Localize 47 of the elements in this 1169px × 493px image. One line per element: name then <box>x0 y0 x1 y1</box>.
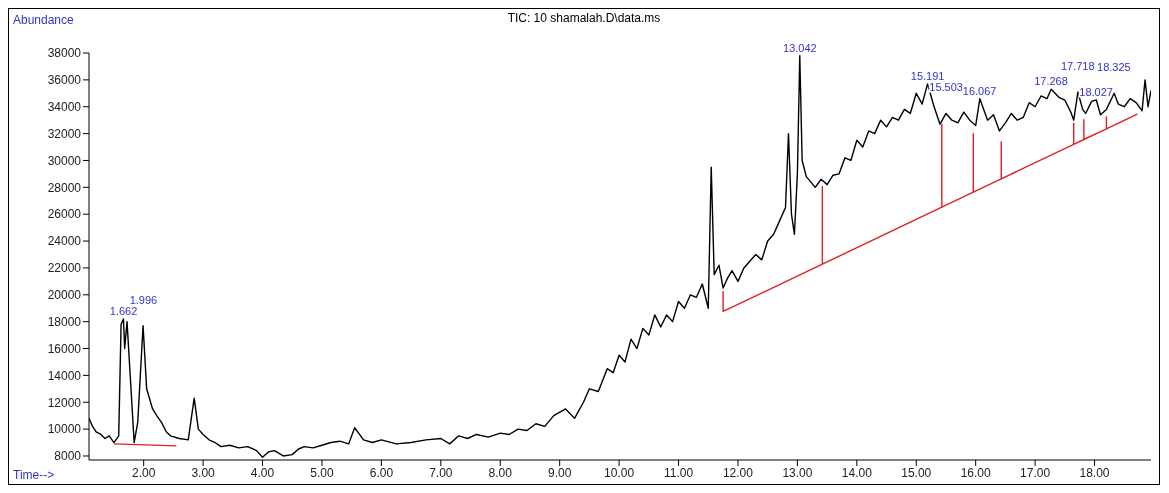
x-tick-label: 12.00 <box>722 465 754 480</box>
x-tick-label: 4.00 <box>250 465 275 480</box>
annotation: 15.191 <box>910 69 945 82</box>
annotation: 16.067 <box>962 84 997 97</box>
annotation: 18.027 <box>1079 86 1113 99</box>
y-tick-label: 18000 <box>47 314 82 329</box>
annotation: 15.503 <box>929 81 963 94</box>
y-tick-label: 20000 <box>47 288 82 303</box>
x-tick-label: 17.00 <box>1020 465 1051 480</box>
annotation: 1.996 <box>129 293 158 306</box>
x-tick-label: 13.00 <box>782 465 813 480</box>
x-tick-label: 8.00 <box>488 465 513 480</box>
chart-title: TIC: 10 shamalah.D\data.ms <box>507 11 661 25</box>
y-tick-label: 26000 <box>47 207 82 222</box>
x-tick-label: 6.00 <box>369 465 394 480</box>
annotation: 17.718 <box>1060 59 1095 72</box>
x-tick-label: 3.00 <box>191 465 216 480</box>
x-tick-label: 5.00 <box>310 465 334 480</box>
x-tick-label: 10.00 <box>604 465 635 480</box>
y-tick-label: 12000 <box>47 395 82 410</box>
y-tick-label: 16000 <box>47 341 82 356</box>
x-tick-label: 7.00 <box>429 465 453 480</box>
x-tick-label: 15.00 <box>901 465 932 480</box>
x-tick-label: 11.00 <box>663 465 694 480</box>
annotation: 13.042 <box>783 41 817 54</box>
annotation: 1.662 <box>109 304 138 317</box>
y-tick-label: 14000 <box>47 368 82 383</box>
y-tick-label: 8000 <box>54 449 82 464</box>
x-tick-label: 2.00 <box>132 465 156 480</box>
y-tick-label: 38000 <box>47 46 82 61</box>
annotation: 18.325 <box>1097 61 1131 74</box>
y-tick-label: 24000 <box>47 234 82 249</box>
y-tick-label: 34000 <box>47 99 82 114</box>
x-tick-label: 9.00 <box>548 465 572 480</box>
annotation: 17.268 <box>1034 75 1068 88</box>
x-tick-label: 14.00 <box>841 465 873 480</box>
y-tick-label: 22000 <box>47 261 82 276</box>
x-tick-label: 18.00 <box>1079 465 1110 480</box>
y-tick-label: 10000 <box>47 422 82 437</box>
y-axis-title: Abundance <box>13 13 74 27</box>
x-tick-label: 16.00 <box>960 465 992 480</box>
y-tick-label: 36000 <box>47 73 82 88</box>
y-tick-label: 32000 <box>47 126 82 141</box>
y-tick-label: 28000 <box>47 180 82 195</box>
line-series <box>89 54 1151 459</box>
x-axis-title: Time--> <box>13 468 55 482</box>
y-tick-label: 30000 <box>47 153 82 168</box>
